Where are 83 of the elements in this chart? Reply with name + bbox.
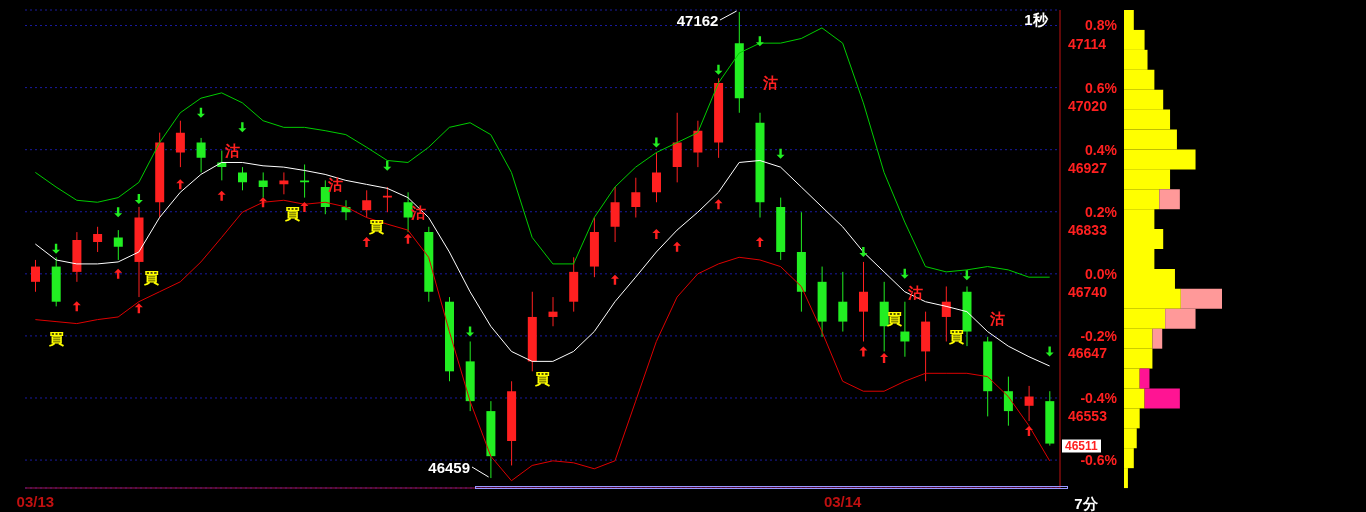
annotation: 沽 <box>328 175 343 193</box>
annotation: 1秒 <box>1024 10 1048 28</box>
y-tick-label: 46740 <box>1068 283 1108 300</box>
point <box>652 229 661 240</box>
y2-tick-label: 0.2% <box>1085 203 1118 220</box>
text: 7分 <box>1074 494 1098 512</box>
y2-tick-label: 0.6% <box>1085 79 1118 96</box>
candlestick <box>196 137 206 173</box>
annotation: 買 <box>369 217 385 235</box>
annotation: 沽 <box>990 309 1006 327</box>
annotation: 沽 <box>224 141 240 159</box>
annotation: 47162 <box>676 11 719 29</box>
candlestick <box>362 189 372 219</box>
annotation: 買 <box>48 329 64 347</box>
candlestick <box>652 152 661 203</box>
point <box>383 160 392 171</box>
y2-tick-label: -0.6% <box>1080 452 1118 469</box>
candlestick <box>382 186 392 213</box>
candlestick <box>300 163 310 199</box>
y2-tick-label: -0.2% <box>1080 327 1118 344</box>
candlestick <box>175 120 185 168</box>
annotation: 買 <box>535 369 550 387</box>
point <box>610 274 619 285</box>
annotation: 買 <box>143 268 159 286</box>
point <box>714 199 723 210</box>
candlestick <box>693 120 703 168</box>
y-tick-label: 47020 <box>1068 98 1108 115</box>
point <box>859 346 868 357</box>
annotation: 買 <box>284 204 300 222</box>
line-series <box>34 159 1051 367</box>
annotation: 沽 <box>907 283 923 301</box>
point <box>755 237 764 248</box>
y2-tick-label: 0.4% <box>1085 141 1118 158</box>
point <box>114 268 123 279</box>
candlestick <box>320 179 330 215</box>
point <box>962 270 971 281</box>
text: 46511 <box>1062 438 1101 453</box>
candlestick <box>941 285 951 342</box>
y-tick-label: 47114 <box>1068 35 1107 52</box>
point <box>652 137 661 148</box>
y2-tick-label: -0.4% <box>1080 389 1118 406</box>
candlestick <box>859 261 868 342</box>
y2-tick-label: 0.8% <box>1085 17 1118 34</box>
point <box>134 193 143 204</box>
candlestick <box>900 301 910 358</box>
x-tick-label: 03/13 <box>16 492 55 510</box>
point <box>362 237 371 248</box>
point <box>403 233 412 244</box>
point <box>776 148 785 159</box>
point <box>673 241 682 252</box>
candlestick <box>403 191 413 233</box>
candlestick <box>93 226 103 253</box>
candlestick <box>1024 385 1034 422</box>
y-tick-label: 46833 <box>1068 222 1108 239</box>
candlestick <box>548 296 558 327</box>
annotation: 沽 <box>762 73 778 91</box>
y-tick-label: 46927 <box>1068 159 1108 176</box>
point <box>114 207 123 218</box>
point <box>1045 346 1054 357</box>
point <box>900 268 909 279</box>
candlestick <box>113 229 123 261</box>
bar <box>1159 189 1180 210</box>
point <box>300 201 309 212</box>
x-tick-label: 03/14 <box>823 492 863 510</box>
candlestick <box>838 271 848 333</box>
point <box>755 36 764 47</box>
annotation: 買 <box>949 327 964 345</box>
point <box>880 353 889 364</box>
annotation: 46459 <box>428 458 471 476</box>
bar <box>1152 328 1163 349</box>
point <box>859 246 868 257</box>
point <box>714 64 723 75</box>
candlestick <box>1003 376 1013 427</box>
y-tick-label: 46553 <box>1068 407 1108 424</box>
candlestick <box>238 166 247 191</box>
point <box>1024 425 1033 436</box>
candlestick <box>279 171 289 195</box>
candlestick <box>631 177 641 219</box>
y-tick-label: 46647 <box>1068 345 1108 362</box>
point <box>238 122 247 133</box>
point <box>217 190 226 201</box>
candlestick <box>31 259 40 293</box>
y2-tick-label: 0.0% <box>1085 265 1118 282</box>
